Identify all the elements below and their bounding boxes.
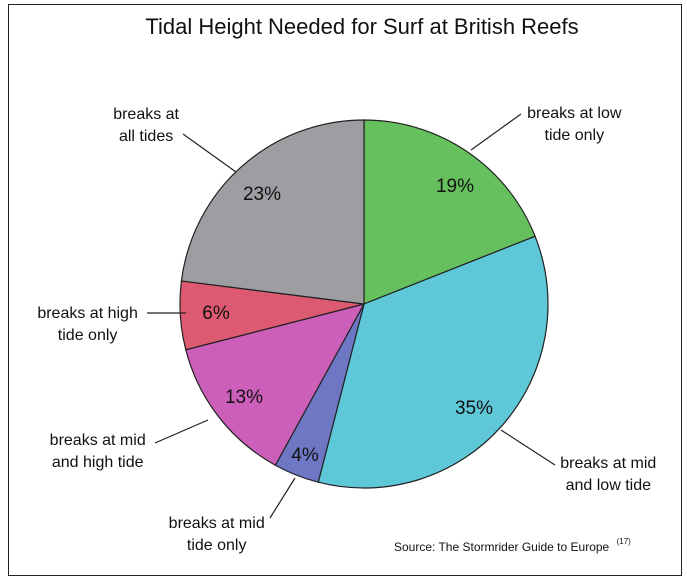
percent-label: 35% xyxy=(455,398,493,419)
slice-label: breaks at low tide only xyxy=(527,105,622,144)
percent-label: 23% xyxy=(243,184,281,205)
pie-slice-breaks-at-all-tides xyxy=(180,119,365,305)
slice-label-line: tide only xyxy=(58,327,118,344)
slice-label-line: breaks at xyxy=(113,106,179,123)
leader-line xyxy=(182,133,237,173)
pie-slice-breaks-at-mid-and-high-tide xyxy=(185,303,366,467)
slice-label-line: breaks at mid xyxy=(50,432,146,449)
pie-slices xyxy=(179,119,549,489)
leader-lines xyxy=(147,113,556,519)
leader-line xyxy=(269,477,296,519)
percent-label: 4% xyxy=(291,445,319,466)
source-text: Source: The Stormrider Guide to Europe xyxy=(394,540,610,554)
chart-title: Tidal Height Needed for Surf at British … xyxy=(145,14,578,39)
slice-label-line: and low tide xyxy=(566,477,651,494)
percent-labels: 19% 35% 4% 13% 6% 23% xyxy=(202,176,493,466)
slice-label: breaks at high tide only xyxy=(37,305,138,344)
slice-label-line: breaks at low xyxy=(527,105,622,122)
slice-label-line: tide only xyxy=(545,127,605,144)
percent-label: 13% xyxy=(225,387,263,408)
percent-label: 19% xyxy=(436,176,474,197)
leader-line xyxy=(154,419,209,444)
slice-label-line: tide only xyxy=(187,537,247,554)
slice-labels: breaks at low tide only breaks at mid and l… xyxy=(37,105,656,554)
pie-slice-breaks-at-mid-and-low-tide xyxy=(317,235,549,489)
leader-line xyxy=(500,429,556,466)
pie-slice-breaks-at-low-tide-only xyxy=(363,119,536,305)
slice-label-line: breaks at mid xyxy=(560,455,656,472)
slice-label-line: all tides xyxy=(119,128,173,145)
source-note: Source: The Stormrider Guide to Europe (… xyxy=(394,537,631,554)
slice-label: breaks at mid tide only xyxy=(169,515,265,554)
slice-label-line: breaks at mid xyxy=(169,515,265,532)
source-reference: (17) xyxy=(617,537,632,546)
slice-label: breaks at mid and high tide xyxy=(50,432,146,471)
percent-label: 6% xyxy=(202,303,230,324)
slice-label-line: and high tide xyxy=(52,454,144,471)
slice-label: breaks at mid and low tide xyxy=(560,455,656,494)
slice-label-line: breaks at high xyxy=(37,305,138,322)
leader-line xyxy=(470,113,522,151)
slice-label: breaks at all tides xyxy=(113,106,179,145)
